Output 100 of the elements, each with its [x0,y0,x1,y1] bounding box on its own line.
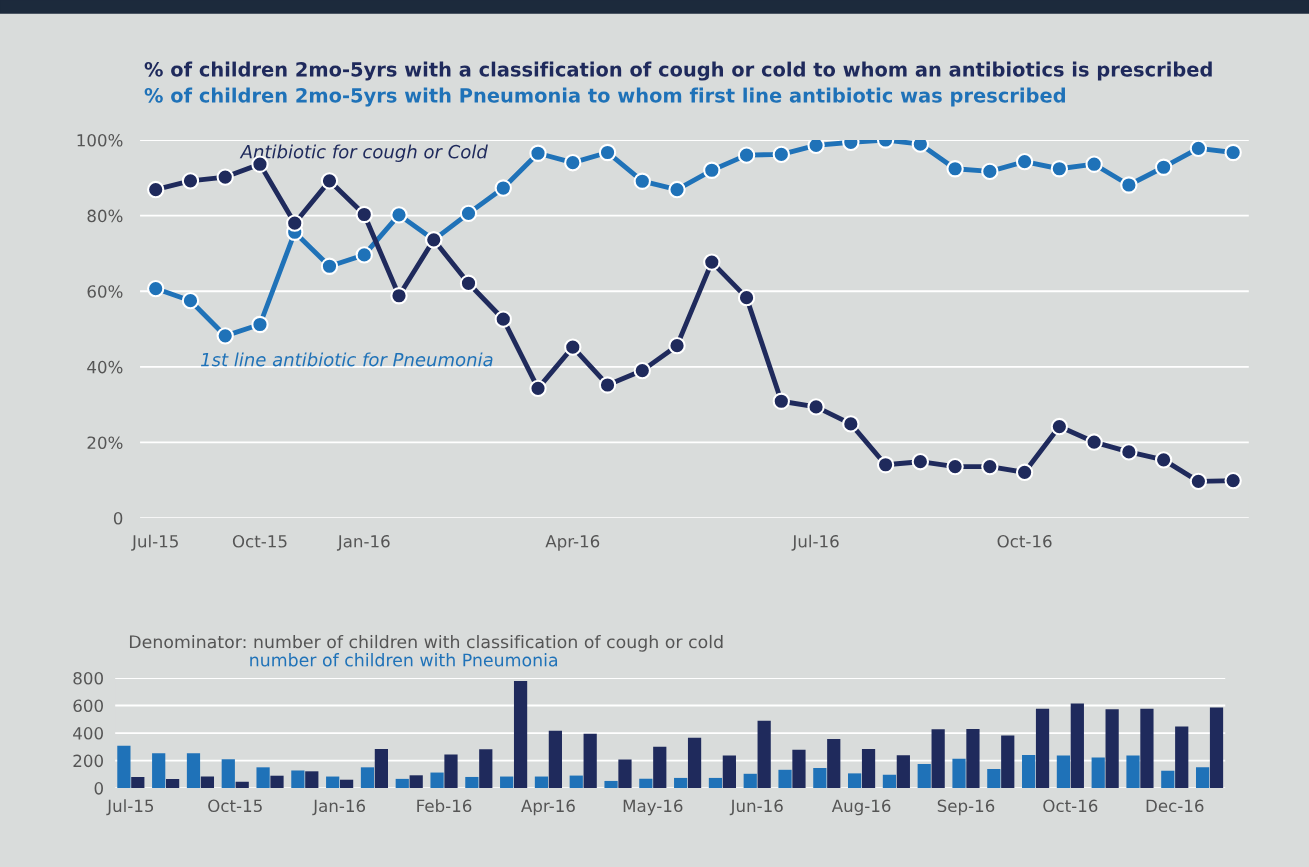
point [1154,158,1173,176]
bar [848,773,862,789]
bar [430,772,444,789]
bar [1091,757,1105,789]
bar [291,770,305,789]
y-tick-label: 600 [73,699,103,713]
point [286,214,304,232]
point [1189,140,1208,158]
bar [743,773,757,789]
bar [1056,755,1071,789]
x-tick-label: Jan-16 [312,799,366,816]
bar [1175,726,1189,789]
x-tick-label: Oct-16 [1043,799,1098,813]
point [494,179,512,197]
bar [270,775,284,789]
point [598,376,617,394]
point [807,398,825,416]
chart-title: Denominator: number of children with classification of cough or cold [129,634,723,652]
y-tick-label: 200 [73,754,103,768]
bar [827,739,841,789]
point [703,253,721,271]
x-tick-label: Aug-16 [831,799,891,816]
bar [339,779,354,789]
bar [966,728,980,789]
bar [221,759,235,789]
bar [409,775,423,789]
bar [1001,735,1015,789]
y-tick-label: 400 [73,727,103,740]
bar [256,767,270,789]
y-tick-label: 40% [87,360,123,374]
point [946,457,964,476]
bar [305,771,319,789]
bar [395,778,409,789]
x-tick-label: Oct-15 [232,534,287,548]
bar [931,729,945,789]
point [598,143,617,162]
bar [465,776,479,789]
bar [687,737,702,789]
bar [1070,703,1084,789]
y-tick-label: 20% [87,436,123,449]
point [1120,443,1138,461]
point [390,206,408,224]
chart-subtitle: % of children 2mo-5yrs with Pneumonia to whom first line antibiotic was prescribed [144,87,1065,107]
x-tick-label: May-16 [623,799,683,816]
bar [1140,708,1154,789]
bar [674,777,688,789]
bar [360,767,375,789]
point [633,361,651,380]
bar [882,774,897,789]
x-tick-label: Dec-16 [1146,799,1204,813]
bar [604,780,618,789]
bar [618,759,632,789]
bar [861,748,876,789]
point [876,456,895,474]
bar [117,745,131,789]
y-tick-label: 0 [94,782,103,795]
bar [569,775,583,789]
bar [1105,709,1119,789]
point [529,144,547,162]
point [564,338,582,356]
point [772,145,790,164]
point [668,336,686,355]
bar [500,776,514,789]
point [390,287,408,305]
point [564,154,582,172]
point [1085,433,1103,451]
bar [235,781,249,789]
bar [200,776,215,789]
bar [653,746,667,789]
point [494,310,512,328]
bar [917,764,931,789]
bar [813,768,827,789]
point [1085,155,1103,173]
x-tick-label: Jan-16 [336,534,390,551]
point [807,140,825,154]
x-tick-label: Oct-15 [208,799,262,813]
point [147,279,165,298]
point [251,315,269,334]
point [1120,176,1138,194]
point [320,172,339,190]
bar [1209,707,1224,789]
bar [131,776,145,789]
series-label: Antibiotic for cough or Cold [239,144,488,162]
bar [757,720,771,789]
x-tick-label: Jul-16 [791,534,839,551]
bar [778,769,792,789]
bar [987,768,1001,789]
point [842,415,860,433]
bar [1035,708,1050,789]
point [1154,451,1173,469]
point [772,392,790,410]
point [981,162,999,181]
point [981,457,999,476]
bar [326,776,340,789]
bar [792,749,806,789]
point [320,257,339,275]
bar [444,754,458,789]
point [1224,471,1242,490]
bar [166,778,180,789]
bar [1195,767,1210,789]
